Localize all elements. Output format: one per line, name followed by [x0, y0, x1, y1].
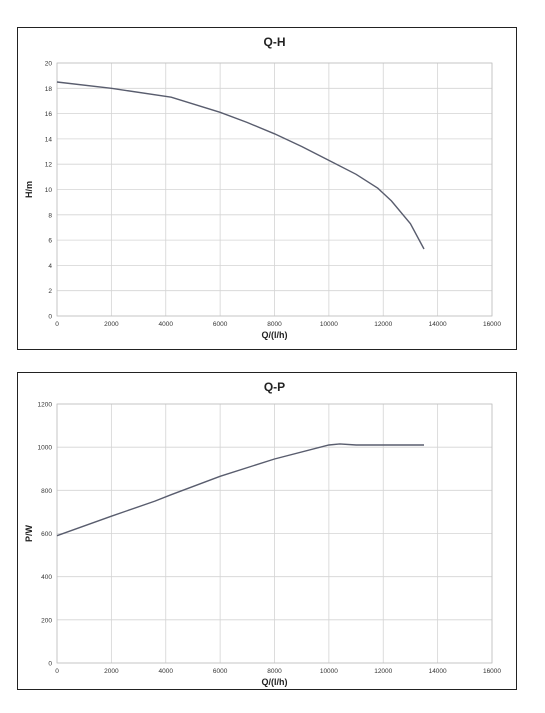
- y-axis-label: P/W: [24, 524, 34, 542]
- y-tick-label: 8: [48, 212, 52, 219]
- y-tick-label: 14: [45, 136, 53, 143]
- x-tick-label: 10000: [320, 321, 338, 328]
- qp-chart: Q-P 0 2000 4000 6000 8000 10000 12000 14000 16000…: [17, 372, 517, 690]
- y-tick-label: 0: [48, 661, 52, 668]
- y-tick-label: 16: [45, 111, 53, 118]
- chart-title: Q-H: [264, 35, 286, 49]
- y-axis-label: H/m: [24, 181, 34, 198]
- x-tick-label: 2000: [104, 321, 119, 328]
- y-tick-label: 1000: [38, 445, 53, 452]
- x-tick-label: 8000: [267, 668, 282, 675]
- y-tick-label: 10: [45, 187, 53, 194]
- y-tick-label: 600: [41, 531, 52, 538]
- y-tick-label: 800: [41, 488, 52, 495]
- y-tick-label: 4: [48, 263, 52, 270]
- x-tick-label: 6000: [213, 668, 228, 675]
- y-tick-label: 200: [41, 617, 52, 624]
- qh-chart-svg: Q-H 0 2000 4000 6000 8000 10000 12000 14000 16000…: [24, 35, 501, 340]
- series-line: [56, 81, 425, 250]
- x-tick-label: 14000: [429, 321, 447, 328]
- y-tick-label: 20: [45, 61, 53, 68]
- chart-title: Q-P: [264, 380, 285, 394]
- y-tick-label: 18: [45, 86, 53, 93]
- x-tick-label: 6000: [213, 321, 228, 328]
- x-tick-label: 4000: [159, 321, 174, 328]
- qh-chart: Q-H 0 2000 4000 6000 8000 10000 12000 14000 16000…: [17, 27, 517, 350]
- x-tick-label: 14000: [429, 668, 447, 675]
- series-line: [56, 443, 424, 537]
- x-tick-label: 0: [55, 321, 59, 328]
- y-tick-label: 400: [41, 574, 52, 581]
- y-tick-label: 12: [45, 162, 53, 169]
- qp-chart-svg: Q-P0 2000 4000 6000 8000 10000 12000 14000 16000…: [24, 380, 501, 687]
- plot-area: [56, 62, 493, 317]
- plot-area: [56, 403, 493, 664]
- x-axis-label: Q/(l/h): [262, 677, 288, 687]
- x-tick-label: 0: [55, 668, 59, 675]
- x-tick-label: 10000: [320, 668, 338, 675]
- x-tick-label: 12000: [374, 668, 392, 675]
- y-tick-label: 2: [48, 288, 52, 295]
- x-tick-label: 12000: [374, 321, 392, 328]
- x-tick-label: 4000: [159, 668, 174, 675]
- x-tick-label: 2000: [104, 668, 119, 675]
- y-tick-label: 1200: [38, 402, 53, 409]
- y-tick-label: 0: [48, 314, 52, 321]
- x-axis-label: Q/(l/h): [262, 330, 288, 340]
- x-tick-label: 8000: [267, 321, 282, 328]
- x-tick-label: 16000: [483, 668, 501, 675]
- y-tick-label: 6: [48, 238, 52, 245]
- x-tick-label: 16000: [483, 321, 501, 328]
